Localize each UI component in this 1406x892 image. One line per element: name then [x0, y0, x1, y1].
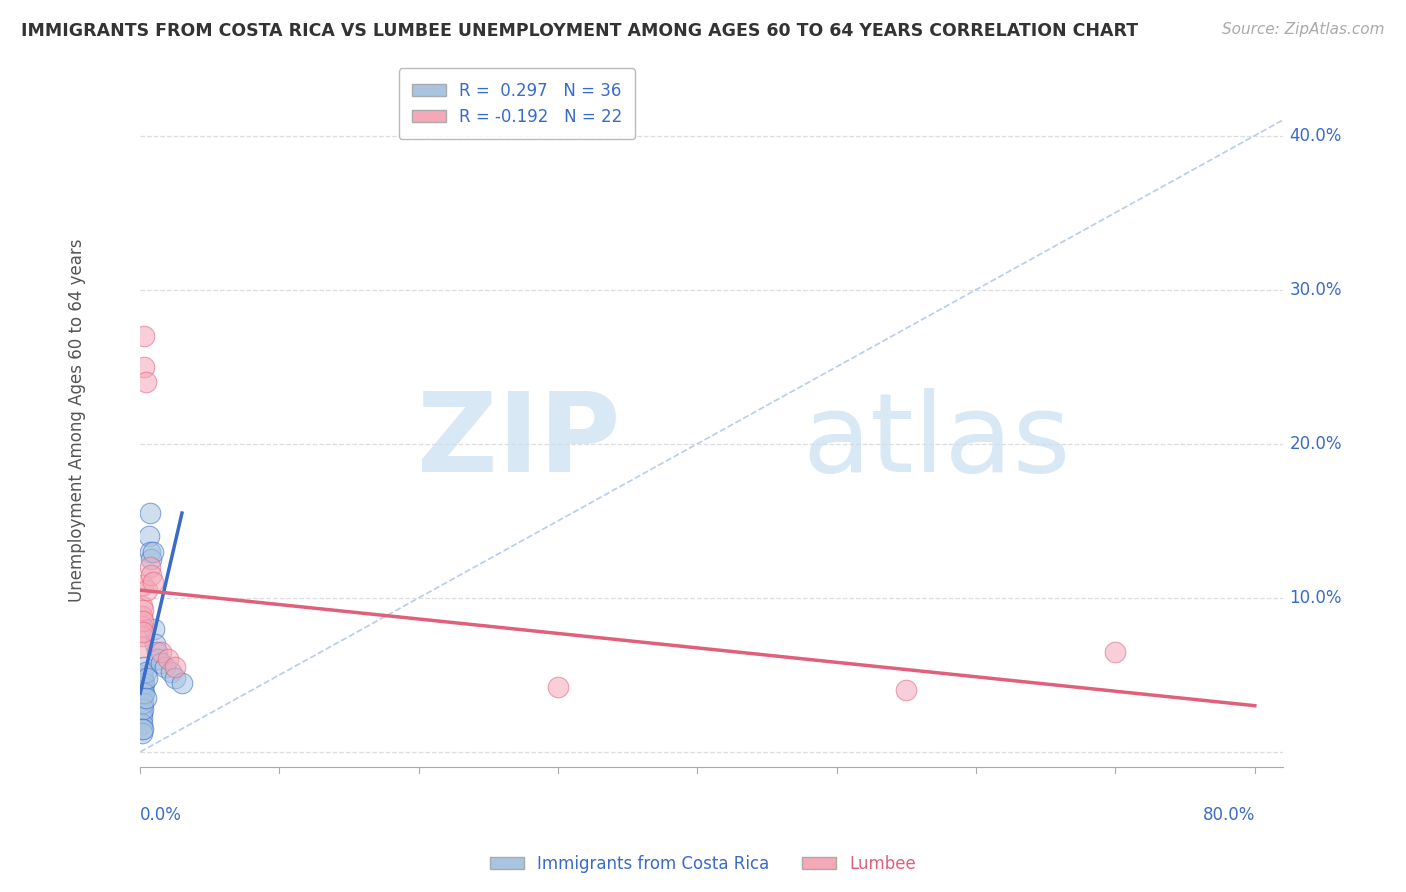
- Point: [170, 675, 193, 690]
- Point: [163, 671, 186, 685]
- Point: [131, 706, 153, 721]
- Point: [142, 544, 165, 558]
- Point: [145, 637, 167, 651]
- Text: 20.0%: 20.0%: [1289, 434, 1343, 453]
- Point: [132, 614, 155, 628]
- Point: [131, 609, 153, 624]
- Point: [163, 660, 186, 674]
- Point: [134, 329, 156, 343]
- Point: [134, 675, 156, 690]
- Point: [131, 599, 153, 613]
- Legend: Immigrants from Costa Rica, Lumbee: Immigrants from Costa Rica, Lumbee: [484, 848, 922, 880]
- Legend: R =  0.297   N = 36, R = -0.192   N = 22: R = 0.297 N = 36, R = -0.192 N = 22: [399, 69, 636, 139]
- Text: atlas: atlas: [803, 388, 1071, 495]
- Point: [155, 660, 177, 674]
- Point: [131, 722, 153, 736]
- Point: [131, 726, 153, 740]
- Point: [136, 583, 159, 598]
- Point: [131, 698, 153, 713]
- Text: 40.0%: 40.0%: [1289, 127, 1341, 145]
- Point: [150, 645, 173, 659]
- Point: [143, 622, 166, 636]
- Point: [132, 624, 155, 639]
- Point: [157, 652, 180, 666]
- Point: [148, 652, 170, 666]
- Point: [159, 665, 181, 679]
- Point: [134, 359, 156, 374]
- Point: [132, 686, 155, 700]
- Point: [131, 690, 153, 705]
- Point: [132, 680, 155, 694]
- Point: [132, 578, 155, 592]
- Point: [131, 640, 153, 654]
- Text: 10.0%: 10.0%: [1289, 589, 1343, 607]
- Point: [146, 645, 169, 659]
- Point: [132, 671, 155, 685]
- Point: [131, 668, 153, 682]
- Point: [132, 696, 155, 710]
- Point: [139, 560, 162, 574]
- Point: [134, 686, 156, 700]
- Point: [150, 656, 173, 670]
- Point: [132, 603, 155, 617]
- Text: 80.0%: 80.0%: [1202, 805, 1254, 824]
- Text: Source: ZipAtlas.com: Source: ZipAtlas.com: [1222, 22, 1385, 37]
- Point: [1104, 645, 1126, 659]
- Text: 30.0%: 30.0%: [1289, 281, 1343, 299]
- Point: [138, 529, 160, 543]
- Point: [131, 683, 153, 698]
- Point: [131, 629, 153, 643]
- Point: [132, 722, 155, 736]
- Point: [131, 711, 153, 725]
- Point: [131, 675, 153, 690]
- Point: [139, 506, 162, 520]
- Point: [547, 680, 569, 694]
- Text: ZIP: ZIP: [416, 388, 620, 495]
- Point: [134, 660, 156, 674]
- Point: [131, 717, 153, 731]
- Text: 0.0%: 0.0%: [141, 805, 181, 824]
- Point: [141, 552, 163, 566]
- Point: [896, 683, 918, 698]
- Point: [135, 375, 157, 389]
- Text: IMMIGRANTS FROM COSTA RICA VS LUMBEE UNEMPLOYMENT AMONG AGES 60 TO 64 YEARS CORR: IMMIGRANTS FROM COSTA RICA VS LUMBEE UNE…: [21, 22, 1139, 40]
- Point: [136, 671, 159, 685]
- Point: [135, 665, 157, 679]
- Point: [142, 575, 165, 590]
- Point: [141, 567, 163, 582]
- Point: [131, 618, 153, 632]
- Text: Unemployment Among Ages 60 to 64 years: Unemployment Among Ages 60 to 64 years: [69, 239, 86, 602]
- Point: [132, 702, 155, 716]
- Point: [139, 544, 162, 558]
- Point: [135, 690, 157, 705]
